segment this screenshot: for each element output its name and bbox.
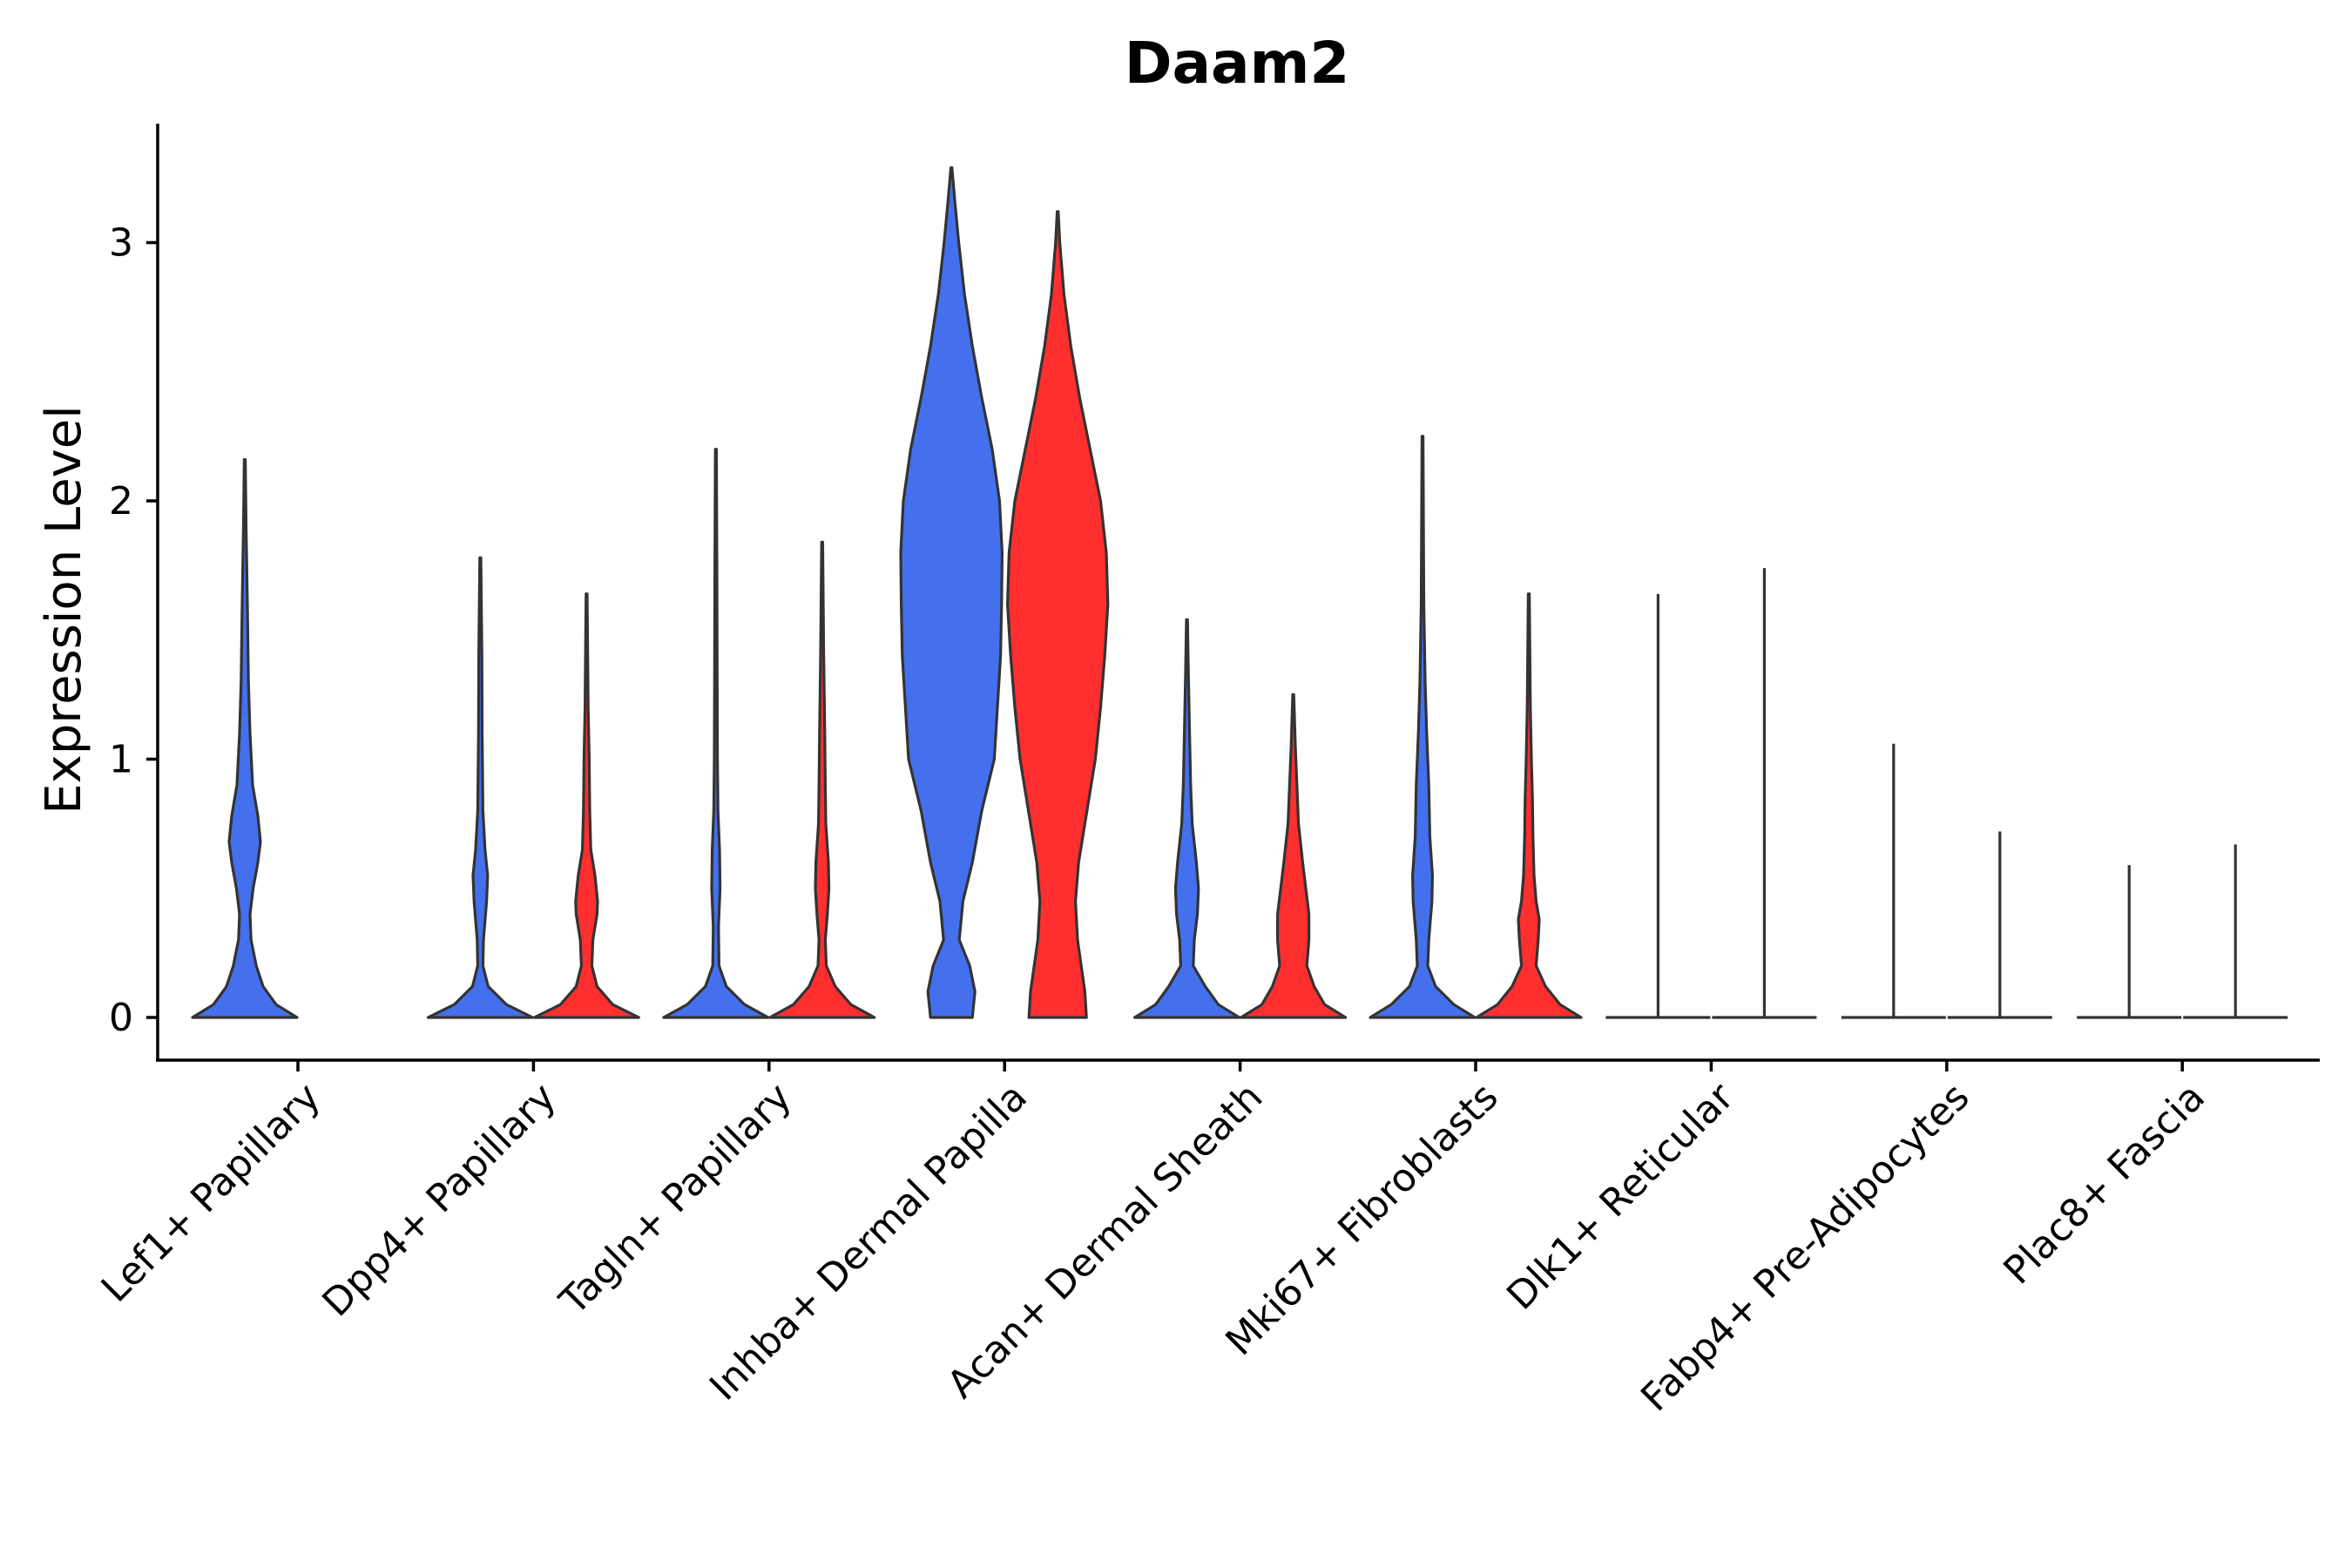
y-tick-label-0: 0 xyxy=(109,996,133,1040)
y-tick-label-1: 1 xyxy=(109,738,133,782)
violin-4-b xyxy=(1240,693,1348,1019)
x-tick-label-2: Tagln+ Papillary xyxy=(551,1075,800,1324)
y-tick-label-2: 2 xyxy=(109,479,133,524)
violin-1-a xyxy=(426,556,534,1019)
violin-5-a xyxy=(1369,435,1477,1019)
x-tick-label-5: Mki67+ Fibroblasts xyxy=(1217,1075,1506,1364)
violin-1-b xyxy=(532,592,640,1019)
violin-0-a xyxy=(191,458,299,1019)
x-tick-label-0: Lef1+ Papillary xyxy=(93,1075,329,1311)
violin-2-b xyxy=(768,540,876,1019)
violin-3-a xyxy=(899,166,1004,1019)
chart-title: Daam2 xyxy=(1125,30,1350,97)
x-tick-label-1: Dpp4+ Papillary xyxy=(314,1075,565,1326)
violin-3-b xyxy=(1006,210,1110,1019)
violin-4-a xyxy=(1133,618,1241,1019)
violin-group xyxy=(191,166,2288,1019)
y-tick-label-3: 3 xyxy=(109,221,133,266)
axes xyxy=(156,124,2320,1062)
violin-2-a xyxy=(662,448,770,1019)
x-tick-label-6: Dlk1+ Reticular xyxy=(1498,1074,1743,1319)
y-axis-label: Expression Level xyxy=(36,405,92,814)
violin-5-b xyxy=(1475,592,1583,1019)
y-ticks: 0 1 2 3 xyxy=(109,221,158,1040)
x-tick-label-8: Plac8+ Fascia xyxy=(1995,1075,2213,1294)
